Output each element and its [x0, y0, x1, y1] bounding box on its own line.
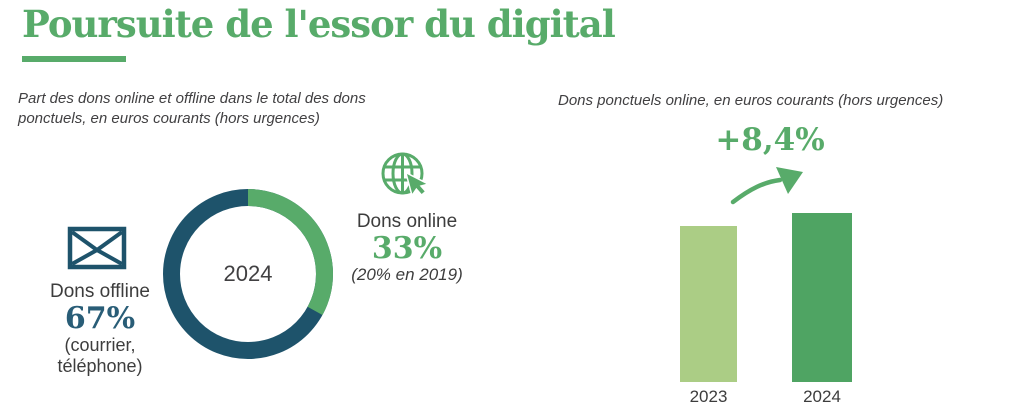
- online-note: (20% en 2019): [351, 264, 463, 284]
- title-underline: [22, 56, 126, 62]
- bar-category-label: 2023: [689, 387, 728, 406]
- growth-annotation: +8,4%: [715, 122, 825, 158]
- offline-legend: Dons offline 67% (courrier, téléphone): [26, 281, 174, 378]
- bar: [680, 226, 737, 382]
- donut-chart-subtitle: Part des dons online et offline dans le …: [18, 90, 366, 128]
- offline-label: Dons offline: [50, 281, 150, 302]
- page-title: Poursuite de l'essor du digital: [22, 2, 616, 46]
- online-value: 33%: [371, 231, 443, 266]
- online-label: Dons online: [356, 211, 458, 232]
- offline-note: (courrier, téléphone): [57, 334, 143, 377]
- online-legend: Dons online 33% (20% en 2019): [336, 211, 478, 285]
- bar: [792, 213, 852, 382]
- globe-cursor-icon: [381, 152, 431, 198]
- bar-category-label: 2024: [803, 387, 841, 406]
- bar-chart-subtitle: Dons ponctuels online, en euros courants…: [558, 92, 944, 109]
- donut-slice-online: [163, 189, 333, 359]
- donut-chart: [163, 189, 333, 359]
- envelope-icon: [67, 226, 127, 270]
- growth-arrow-icon: [730, 167, 803, 205]
- donut-center-label: 2024: [223, 261, 273, 286]
- offline-value: 67%: [64, 301, 136, 336]
